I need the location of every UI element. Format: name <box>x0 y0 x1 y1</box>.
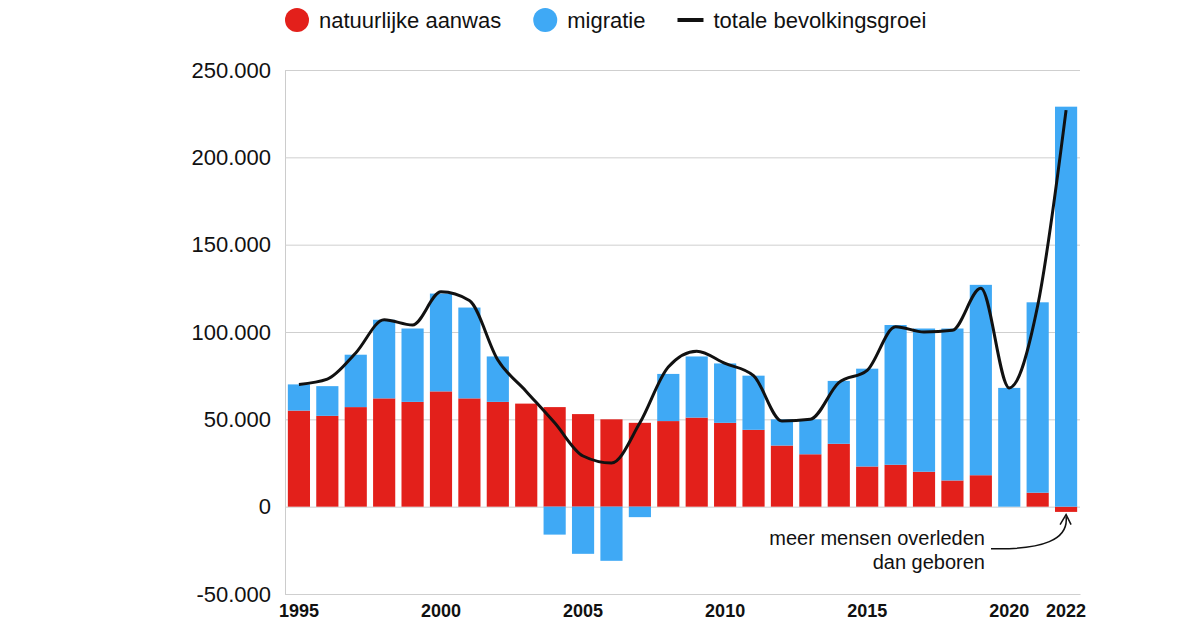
annotation-arrow <box>991 517 1066 549</box>
x-tick: 2015 <box>847 594 887 621</box>
bar <box>970 475 992 506</box>
x-tick: 2000 <box>421 594 461 621</box>
bar <box>288 384 310 410</box>
bar <box>458 398 480 506</box>
x-tick: 2020 <box>989 594 1029 621</box>
y-tick-label: 0 <box>259 494 271 519</box>
chart: -50.000 0 50.000 100.000 150.000 200.000 250.0… <box>0 0 1188 640</box>
bar <box>885 465 907 507</box>
x-tick-label: 2000 <box>421 601 461 621</box>
legend-item: natuurlijke aanwas <box>285 8 501 33</box>
x-tick-label: 2020 <box>989 601 1029 621</box>
x-tick: 1995 <box>279 594 319 621</box>
y-axis: -50.000 0 50.000 100.000 150.000 200.000 250.0… <box>191 58 1080 607</box>
y-tick-label: 250.000 <box>191 58 271 83</box>
x-axis-line <box>286 594 1081 595</box>
bar-series <box>288 107 1077 561</box>
x-tick-label: 2005 <box>563 601 603 621</box>
x-tick-label: 2010 <box>705 601 745 621</box>
legend-label: migratie <box>567 8 645 33</box>
x-tick-label: 1995 <box>279 601 319 621</box>
x-tick: 2010 <box>705 594 745 621</box>
y-axis-line <box>286 71 1081 595</box>
bar <box>742 430 764 507</box>
annotation: meer mensen overledendan geboren <box>769 515 1071 573</box>
bar <box>600 507 622 561</box>
bar <box>828 444 850 507</box>
bar <box>401 402 423 507</box>
line <box>299 110 1066 463</box>
bar <box>458 308 480 399</box>
bar <box>572 507 594 554</box>
bar <box>856 369 878 467</box>
bar <box>771 419 793 445</box>
bar <box>885 325 907 465</box>
bar <box>714 423 736 507</box>
grid-line <box>285 507 1080 508</box>
x-tick: 2022 <box>1046 594 1086 621</box>
plot-area <box>288 107 1077 561</box>
bar <box>1027 302 1049 492</box>
legend: natuurlijke aanwas migratie totale bevolki… <box>285 8 926 33</box>
bar <box>742 376 764 430</box>
grid-line <box>285 157 1080 158</box>
bar <box>515 404 537 507</box>
y-tick-label: 50.000 <box>204 407 271 432</box>
bar <box>515 403 537 404</box>
y-tick: 200.000 <box>191 145 1080 170</box>
legend-item: totale bevolkingsgroei <box>677 8 926 33</box>
annotation-arrowhead <box>1060 515 1071 525</box>
bar <box>430 391 452 506</box>
bar <box>657 421 679 507</box>
grid-line <box>285 70 1080 71</box>
bar <box>686 418 708 507</box>
bar <box>799 454 821 506</box>
bar <box>401 329 423 402</box>
bar <box>487 356 509 401</box>
bar <box>316 386 338 416</box>
annotation-text: meer mensen overleden <box>769 527 985 549</box>
y-tick: 150.000 <box>191 232 1080 257</box>
legend-label: totale bevolkingsgroei <box>713 8 926 33</box>
legend-swatch <box>285 8 309 32</box>
grid-line <box>285 245 1080 246</box>
bar <box>771 446 793 507</box>
bar <box>714 363 736 422</box>
bar <box>345 407 367 507</box>
annotation-text: dan geboren <box>873 551 985 573</box>
x-tick-label: 2022 <box>1046 601 1086 621</box>
bar <box>998 388 1020 507</box>
bar <box>913 329 935 472</box>
bar <box>316 416 338 507</box>
legend-label: natuurlijke aanwas <box>319 8 501 33</box>
grid-line <box>285 594 1080 595</box>
y-tick-label: -50.000 <box>196 582 271 607</box>
bar <box>913 472 935 507</box>
bar <box>1055 507 1077 512</box>
legend-swatch <box>677 18 703 22</box>
y-tick: -50.000 <box>196 582 1080 607</box>
bar <box>941 480 963 506</box>
legend-item: migratie <box>533 8 645 33</box>
bar <box>941 329 963 481</box>
bar <box>430 294 452 392</box>
y-tick-label: 200.000 <box>191 145 271 170</box>
bar <box>544 507 566 535</box>
bar <box>1027 493 1049 507</box>
bar <box>373 398 395 506</box>
x-tick-label: 2015 <box>847 601 887 621</box>
y-tick-label: 100.000 <box>191 320 271 345</box>
bar <box>288 411 310 507</box>
y-tick-label: 150.000 <box>191 232 271 257</box>
x-axis: 1995 2000 2005 2010 2015 2020 2022 <box>279 594 1086 621</box>
bar <box>856 466 878 506</box>
bar <box>799 419 821 454</box>
bar <box>487 402 509 507</box>
y-tick: 250.000 <box>191 58 1080 83</box>
bar <box>629 507 651 517</box>
bar <box>373 320 395 399</box>
legend-swatch <box>533 8 557 32</box>
x-tick: 2005 <box>563 594 603 621</box>
bar <box>686 356 708 417</box>
